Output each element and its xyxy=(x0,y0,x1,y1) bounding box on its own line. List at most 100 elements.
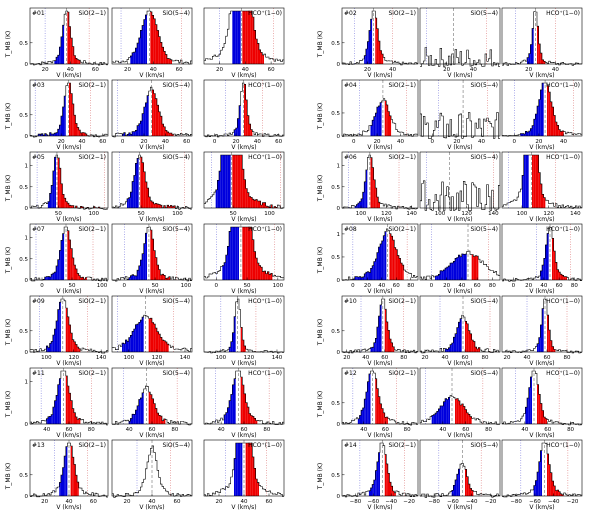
red-wing-bar xyxy=(250,443,253,496)
blue-wing-bar xyxy=(545,244,547,280)
red-wing-bar xyxy=(147,188,149,208)
panel-frame xyxy=(419,295,501,353)
x-tick-label: 40 xyxy=(560,139,567,145)
red-wing-bar xyxy=(461,403,464,424)
red-wing-bar xyxy=(70,205,73,208)
blue-wing-bar xyxy=(367,381,369,424)
x-tick-label: 40 xyxy=(478,139,485,145)
x-axis-label: V (km/s) xyxy=(529,216,554,223)
blue-wing-bar xyxy=(443,269,445,280)
y-tick-label: 0.5 xyxy=(19,257,28,263)
red-wing-bar xyxy=(244,393,246,424)
red-wing-bar xyxy=(237,155,239,208)
red-wing-bar xyxy=(547,315,549,352)
red-wing-bar xyxy=(378,41,380,64)
blue-wing-bar xyxy=(433,414,435,424)
panel-frame xyxy=(501,439,583,497)
y-tick-label: 0.5 xyxy=(19,329,28,335)
blue-wing-bar xyxy=(368,272,371,280)
blue-wing-bar xyxy=(130,335,132,352)
panel-frame xyxy=(111,7,193,65)
x-tick-label: 40 xyxy=(378,283,385,289)
blue-wing-bar xyxy=(132,131,134,136)
red-wing-bar xyxy=(145,181,147,208)
blue-wing-bar xyxy=(140,320,142,352)
red-wing-bar xyxy=(70,446,73,496)
spectrum-outline xyxy=(342,442,418,498)
y-tick-label: 1 xyxy=(25,164,29,170)
blue-wing-bar xyxy=(62,233,65,280)
spectrum-panel: −80 −60 −40 −20 0 0.5 #14 SiO(2−1) V (km/s) xyxy=(331,439,419,511)
red-wing-bar xyxy=(69,239,71,280)
blue-wing-bar xyxy=(138,399,141,424)
red-wing-bar xyxy=(75,475,78,496)
red-wing-bar xyxy=(264,271,266,280)
x-tick-label: 60 xyxy=(381,355,388,361)
blue-wing-bar xyxy=(535,480,537,496)
red-wing-bar xyxy=(163,275,166,280)
red-wing-bar xyxy=(69,83,71,136)
red-wing-bar xyxy=(245,11,248,64)
spectrum-panel: 40 60 80 SiO(5−4) V (km/s) xyxy=(111,367,193,439)
red-wing-bar xyxy=(557,269,559,280)
red-wing-bar xyxy=(254,418,256,424)
x-tick-label: 60 xyxy=(183,139,190,145)
red-wing-bar xyxy=(562,275,564,280)
red-wing-bar xyxy=(245,188,248,208)
x-tick-label: 20 xyxy=(525,67,532,73)
panel-frame xyxy=(419,439,501,497)
x-tick-label: 100 xyxy=(273,283,284,289)
blue-wing-bar xyxy=(127,134,129,136)
blue-wing-bar xyxy=(370,487,373,496)
panel-frame xyxy=(501,367,583,425)
blue-wing-bar xyxy=(49,276,52,280)
spectrum-panel: 0 20 40 60 80 0 0.5 1#08 SiO(2−1) V (km/s) xyxy=(331,223,419,295)
spectrum-outline xyxy=(420,463,500,498)
y-tick-label: 0 xyxy=(25,62,29,68)
red-wing-bar xyxy=(172,206,174,208)
spectrum-outline xyxy=(502,154,582,209)
red-wing-bar xyxy=(157,412,159,424)
red-wing-bar xyxy=(478,347,480,352)
line-label: SiO(2−1) xyxy=(388,442,416,449)
red-wing-bar xyxy=(254,30,256,65)
blue-wing-bar xyxy=(229,400,231,424)
blue-wing-bar xyxy=(47,201,50,208)
x-tick-label: 60 xyxy=(99,139,106,145)
x-tick-label: 140 xyxy=(96,355,107,361)
blue-wing-bar xyxy=(137,125,139,136)
x-tick-label: 50 xyxy=(69,283,76,289)
blue-wing-bar xyxy=(54,328,56,352)
blue-wing-bar xyxy=(142,253,144,280)
x-tick-label: 20 xyxy=(535,139,542,145)
blue-wing-bar xyxy=(132,181,134,208)
blue-wing-bar xyxy=(128,337,131,352)
line-label: SiO(5−4) xyxy=(470,370,498,377)
blue-wing-bar xyxy=(540,270,542,280)
red-wing-bar xyxy=(558,491,561,496)
blue-wing-bar xyxy=(522,133,524,136)
red-wing-bar xyxy=(70,248,73,280)
x-tick-label: 100 xyxy=(264,211,275,217)
spectrum-panel: 100 120 140 SiO(5−4) V (km/s) xyxy=(111,295,193,367)
blue-wing-bar xyxy=(235,11,238,64)
spectrum-panel: 0 20 40 60 SiO(5−4) V (km/s) xyxy=(111,79,193,151)
spectrum-panel: 20 40 60 0 0.5 #13 SiO(2−1) V (km/s) xyxy=(19,439,109,511)
red-wing-bar xyxy=(165,341,167,352)
spectrum-panel: 40 60 80 HCO⁺(1−0) V (km/s) xyxy=(501,367,583,439)
blue-wing-bar xyxy=(46,418,48,424)
blue-wing-bar xyxy=(229,347,231,352)
red-wing-bar xyxy=(470,333,472,352)
red-wing-bar xyxy=(255,199,258,208)
line-label: SiO(5−4) xyxy=(162,298,190,305)
blue-wing-bar xyxy=(140,259,142,280)
panel-frame xyxy=(419,367,501,425)
blue-wing-bar xyxy=(137,158,139,208)
blue-wing-bar xyxy=(375,258,377,280)
blue-wing-bar xyxy=(59,302,61,352)
red-wing-bar xyxy=(167,205,169,208)
red-wing-bar xyxy=(375,17,377,64)
red-wing-bar xyxy=(245,443,248,496)
red-wing-bar xyxy=(249,443,251,496)
blue-wing-bar xyxy=(445,398,447,424)
